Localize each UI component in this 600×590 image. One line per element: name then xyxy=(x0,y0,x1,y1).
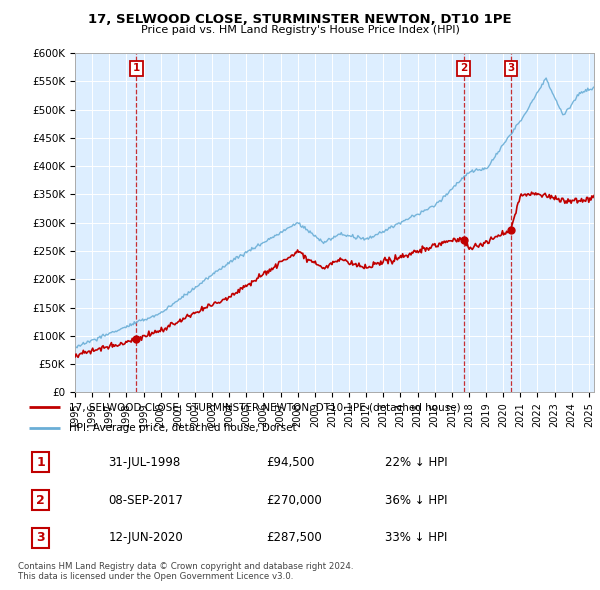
Text: 08-SEP-2017: 08-SEP-2017 xyxy=(108,493,183,507)
Text: 3: 3 xyxy=(36,532,45,545)
Text: 31-JUL-1998: 31-JUL-1998 xyxy=(108,455,181,468)
Text: Price paid vs. HM Land Registry's House Price Index (HPI): Price paid vs. HM Land Registry's House … xyxy=(140,25,460,35)
Text: 3: 3 xyxy=(507,63,514,73)
Text: 2: 2 xyxy=(36,493,45,507)
Text: Contains HM Land Registry data © Crown copyright and database right 2024.
This d: Contains HM Land Registry data © Crown c… xyxy=(18,562,353,581)
Text: 2: 2 xyxy=(460,63,467,73)
Text: £270,000: £270,000 xyxy=(266,493,322,507)
Text: £287,500: £287,500 xyxy=(266,532,322,545)
Text: £94,500: £94,500 xyxy=(266,455,314,468)
Text: 36% ↓ HPI: 36% ↓ HPI xyxy=(385,493,447,507)
Text: 17, SELWOOD CLOSE, STURMINSTER NEWTON, DT10 1PE (detached house): 17, SELWOOD CLOSE, STURMINSTER NEWTON, D… xyxy=(69,402,460,412)
Text: 22% ↓ HPI: 22% ↓ HPI xyxy=(385,455,447,468)
Text: HPI: Average price, detached house, Dorset: HPI: Average price, detached house, Dors… xyxy=(69,422,296,432)
Text: 1: 1 xyxy=(133,63,140,73)
Text: 1: 1 xyxy=(36,455,45,468)
Text: 12-JUN-2020: 12-JUN-2020 xyxy=(108,532,183,545)
Text: 33% ↓ HPI: 33% ↓ HPI xyxy=(385,532,447,545)
Text: 17, SELWOOD CLOSE, STURMINSTER NEWTON, DT10 1PE: 17, SELWOOD CLOSE, STURMINSTER NEWTON, D… xyxy=(88,13,512,26)
